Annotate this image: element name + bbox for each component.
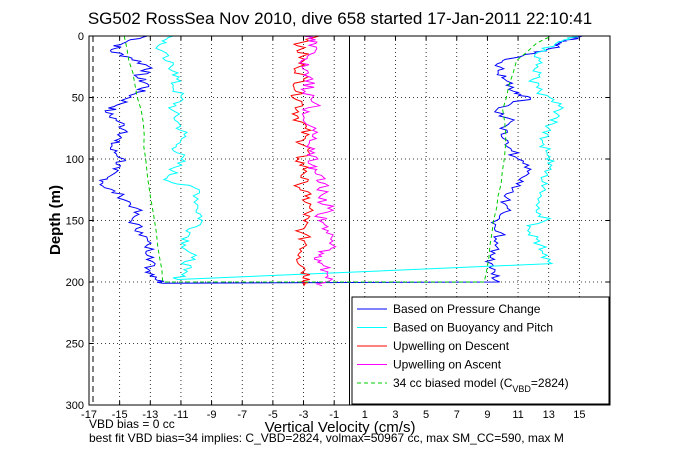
y-tick-label: 100 <box>66 154 84 166</box>
best-fit-note: best fit VBD bias=34 implies: C_VBD=2824… <box>89 431 564 445</box>
y-tick-labels: 0 50 100 150 200 250 300 <box>66 31 84 412</box>
plot-frame <box>88 35 611 406</box>
legend: Based on Pressure Change Based on Buoyanc… <box>351 296 610 405</box>
legend-label: Based on Buoyancy and Pitch <box>393 321 553 335</box>
x-tick-label: 11 <box>512 409 523 421</box>
legend-label: Based on Pressure Change <box>393 302 541 316</box>
series-layer <box>98 35 583 287</box>
x-tick-label: -11 <box>173 409 188 421</box>
series-line-3 <box>299 35 337 287</box>
zero-line <box>92 36 350 405</box>
x-tick-label: 9 <box>484 409 490 421</box>
series-line-4 <box>123 35 552 283</box>
chart-title: SG502 RossSea Nov 2010, dive 658 started… <box>88 9 592 28</box>
x-tick-label: 15 <box>573 409 585 421</box>
y-axis-label: Depth (m) <box>47 185 64 255</box>
x-tick-label: -13 <box>142 409 158 421</box>
x-tick-label: -9 <box>207 409 217 421</box>
y-tick-label: 300 <box>66 400 84 412</box>
x-axis-label: Vertical Velocity (cm/s) <box>265 419 416 436</box>
y-tick-label: 0 <box>78 31 84 43</box>
y-tick-label: 250 <box>66 339 84 351</box>
x-tick-label: 1 <box>362 409 368 421</box>
x-tick-label: -17 <box>81 409 97 421</box>
x-tick-label: -5 <box>268 409 278 421</box>
x-tick-label: 7 <box>454 409 460 421</box>
legend-label: Upwelling on Descent <box>393 339 510 353</box>
legend-label-end: =2824) <box>531 376 569 390</box>
x-tick-label: -15 <box>112 409 128 421</box>
x-tick-labels: -17 -15 -13 -11 -9 -7 -5 -3 -1 1 3 5 7 9 11 13 15 <box>81 409 585 421</box>
vbd-bias-note: VBD bias = 0 cc <box>89 417 175 431</box>
series-line-2 <box>290 35 320 287</box>
y-tick-label: 200 <box>66 277 84 289</box>
x-tick-label: -3 <box>299 409 309 421</box>
x-tick-label: -7 <box>237 409 247 421</box>
x-tick-label: 3 <box>392 409 398 421</box>
y-tick-label: 150 <box>66 216 84 228</box>
series-line-0 <box>98 35 583 284</box>
legend-label: Upwelling on Ascent <box>393 358 502 372</box>
x-tick-label: -1 <box>329 409 339 421</box>
x-tick-label: 13 <box>543 409 555 421</box>
y-tick-label: 50 <box>72 93 84 105</box>
x-tick-label: 5 <box>423 409 429 421</box>
legend-box <box>351 296 610 405</box>
legend-label-subscript: VBD <box>512 384 531 394</box>
series-line-1 <box>155 35 580 281</box>
